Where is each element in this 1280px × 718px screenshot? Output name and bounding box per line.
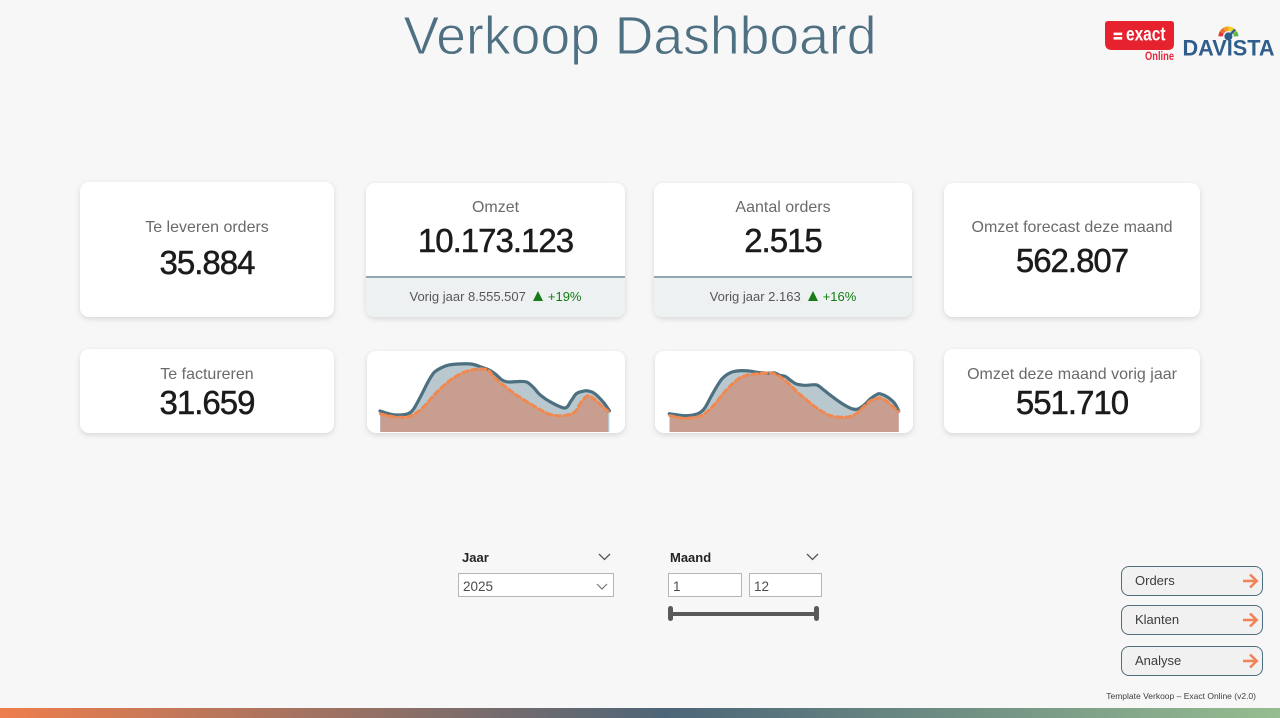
svg-text:DAVISTA: DAVISTA: [1183, 36, 1275, 61]
svg-text:Online: Online: [1145, 51, 1174, 63]
svg-text:exact: exact: [1126, 24, 1166, 46]
